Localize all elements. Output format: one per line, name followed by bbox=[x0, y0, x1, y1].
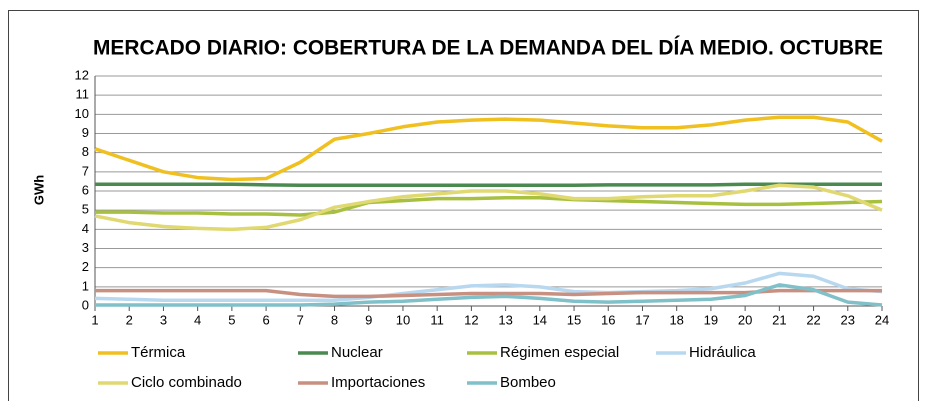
y-tick-label: 11 bbox=[76, 87, 90, 102]
y-tick-label: 1 bbox=[82, 278, 89, 293]
legend-label: Ciclo combinado bbox=[131, 374, 242, 391]
y-tick-label: 6 bbox=[82, 182, 89, 197]
x-tick-label: 21 bbox=[772, 312, 786, 327]
y-tick-label: 5 bbox=[82, 202, 89, 217]
chart-title: MERCADO DIARIO: COBERTURA DE LA DEMANDA … bbox=[93, 37, 883, 60]
y-tick-label: 10 bbox=[75, 106, 89, 121]
x-tick-label: 17 bbox=[635, 312, 649, 327]
x-tick-label: 1 bbox=[91, 312, 98, 327]
x-tick-label: 18 bbox=[669, 312, 683, 327]
x-tick-label: 4 bbox=[194, 312, 201, 327]
y-tick-label: 2 bbox=[82, 259, 89, 274]
x-tick-label: 15 bbox=[567, 312, 581, 327]
x-tick-label: 3 bbox=[160, 312, 167, 327]
x-tick-label: 16 bbox=[601, 312, 615, 327]
legend-label: Bombeo bbox=[500, 374, 556, 391]
x-tick-label: 24 bbox=[875, 312, 889, 327]
y-tick-label: 7 bbox=[82, 163, 89, 178]
legend-label: Nuclear bbox=[331, 344, 383, 361]
x-tick-label: 2 bbox=[126, 312, 133, 327]
x-tick-label: 5 bbox=[228, 312, 235, 327]
x-tick-label: 14 bbox=[533, 312, 547, 327]
series-line bbox=[94, 183, 883, 232]
legend-label: Importaciones bbox=[331, 374, 425, 391]
x-tick-label: 19 bbox=[704, 312, 718, 327]
legend-label: Térmica bbox=[131, 344, 186, 361]
x-tick-label: 6 bbox=[262, 312, 269, 327]
y-tick-label: 4 bbox=[82, 221, 89, 236]
y-tick-label: 0 bbox=[82, 297, 89, 312]
x-tick-label: 22 bbox=[806, 312, 820, 327]
x-tick-label: 8 bbox=[331, 312, 338, 327]
legend-label: Régimen especial bbox=[500, 344, 619, 361]
series-line bbox=[94, 271, 883, 302]
series-line bbox=[95, 283, 883, 307]
y-tick-label: 9 bbox=[82, 125, 89, 140]
legend-label: Hidráulica bbox=[689, 344, 756, 361]
x-tick-label: 13 bbox=[498, 312, 512, 327]
y-tick-label: 8 bbox=[82, 144, 89, 159]
series-line bbox=[95, 195, 883, 217]
y-axis-label: GWh bbox=[31, 175, 46, 205]
x-tick-label: 20 bbox=[738, 312, 752, 327]
y-tick-label: 12 bbox=[75, 67, 89, 82]
frame bbox=[8, 10, 919, 401]
x-tick-label: 12 bbox=[464, 312, 478, 327]
series-line bbox=[94, 115, 883, 182]
x-tick-label: 11 bbox=[430, 312, 444, 327]
y-tick-label: 3 bbox=[82, 240, 89, 255]
x-tick-label: 7 bbox=[297, 312, 304, 327]
x-tick-label: 10 bbox=[396, 312, 410, 327]
x-tick-label: 9 bbox=[365, 312, 372, 327]
x-tick-label: 23 bbox=[841, 312, 855, 327]
series-line bbox=[95, 182, 882, 187]
